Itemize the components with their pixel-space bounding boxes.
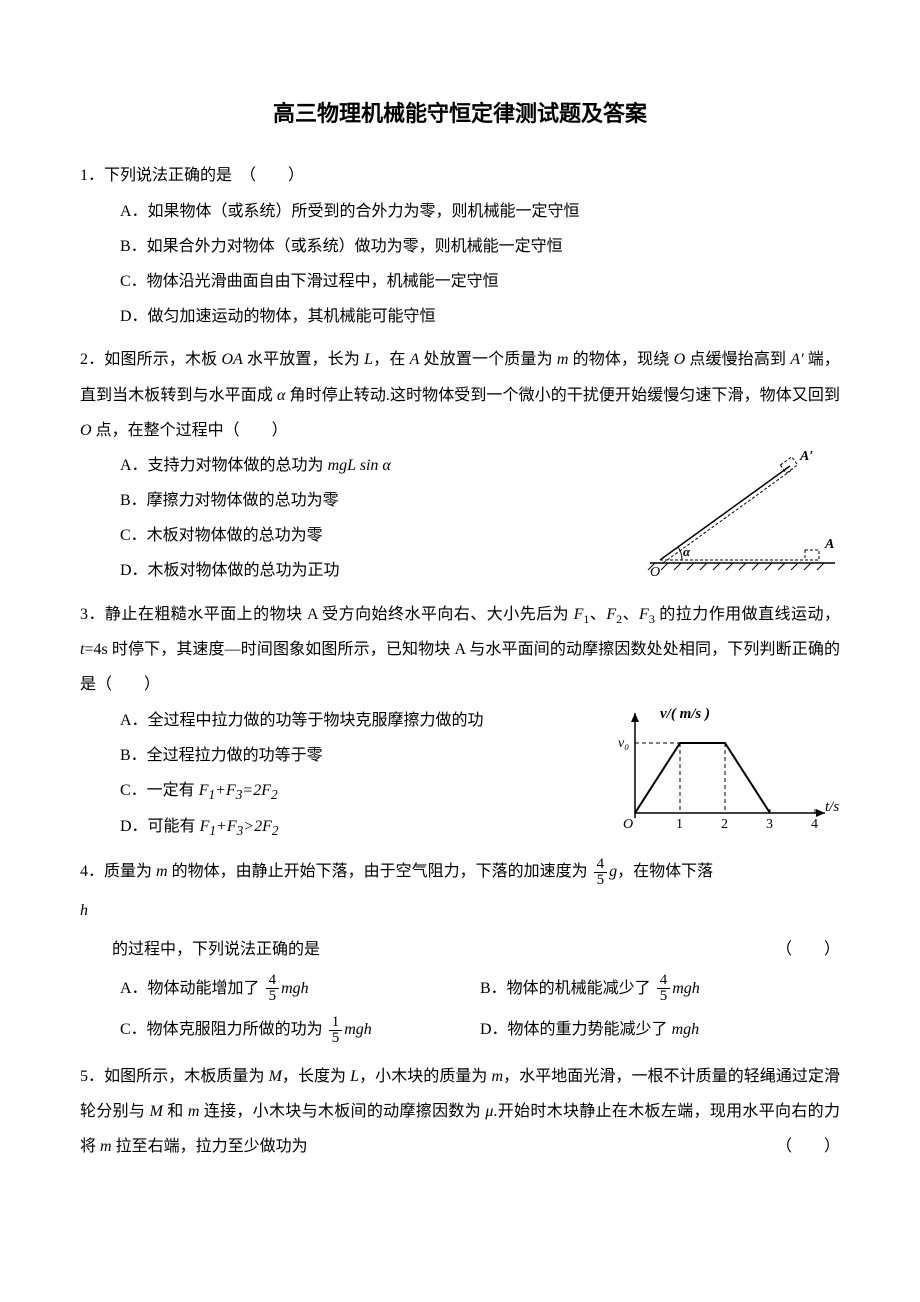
q4a-frac: 45 xyxy=(266,973,280,1004)
q4-s4: 的过程中，下列说法正确的是 xyxy=(80,932,320,967)
question-3: 3．静止在粗糙水平面上的物块 A 受方向始终水平向右、大小先后为 F1、F2、F… xyxy=(80,597,840,846)
q2-s5: 的物体，现绕 xyxy=(568,351,673,368)
question-4: 4．质量为 m 的物体，由静止开始下落，由于空气阻力，下落的加速度为 45g，在… xyxy=(80,854,840,1051)
q5-s3: ，小木块的质量为 xyxy=(359,1068,491,1085)
q2-o: O xyxy=(674,351,686,368)
q3-s3: 、 xyxy=(622,606,639,623)
q4c-frac: 15 xyxy=(329,1015,343,1046)
q4-option-a: A．物体动能增加了 45mgh xyxy=(120,968,480,1010)
q3c-pre: C．一定有 xyxy=(120,782,199,799)
q2a-math: mgL sin α xyxy=(328,457,391,474)
q2-stem: 2．如图所示，木板 OA 水平放置，长为 L，在 A 处放置一个质量为 m 的物… xyxy=(80,342,840,448)
q1-options: A．如果物体（或系统）所受到的合外力为零，则机械能一定守恒 B．如果合外力对物体… xyxy=(80,194,840,335)
svg-text:α: α xyxy=(683,544,691,559)
q5-s2: ，长度为 xyxy=(282,1068,350,1085)
q5-m: m xyxy=(492,1068,504,1085)
q4-s3: ，在物体下落 xyxy=(617,863,713,880)
q1-option-d: D．做匀加速运动的物体，其机械能可能守恒 xyxy=(120,299,840,334)
page-title: 高三物理机械能守恒定律测试题及答案 xyxy=(80,90,840,138)
q3-s2: 、 xyxy=(589,606,606,623)
q3-stem: 3．静止在粗糙水平面上的物块 A 受方向始终水平向右、大小先后为 F1、F2、F… xyxy=(80,597,840,703)
q5-m3: m xyxy=(100,1138,112,1155)
svg-text:A′: A′ xyxy=(799,449,813,464)
q4-paren: （ ） xyxy=(744,932,840,967)
q3-f3: F xyxy=(639,606,649,623)
q2-l: L xyxy=(364,351,373,368)
q3-s1: 3．静止在粗糙水平面上的物块 A 受方向始终水平向右、大小先后为 xyxy=(80,606,574,623)
q2-figure: A′ A O α xyxy=(640,448,840,578)
q5-s8: 拉至右端，拉力至少做功为 xyxy=(112,1138,308,1155)
svg-text:A: A xyxy=(824,537,834,552)
q3-f2: F xyxy=(606,606,616,623)
q4-stem4-row: 的过程中，下列说法正确的是 （ ） xyxy=(80,932,840,967)
q4-stem: 4．质量为 m 的物体，由静止开始下落，由于空气阻力，下落的加速度为 45g，在… xyxy=(80,854,840,889)
svg-text:1: 1 xyxy=(676,817,683,832)
q2-oa: OA xyxy=(221,351,242,368)
svg-text:O: O xyxy=(650,565,660,578)
q3-figure: v/( m/s ) t/s v₀ O 1 2 3 4 xyxy=(610,703,840,833)
q1-option-a: A．如果物体（或系统）所受到的合外力为零，则机械能一定守恒 xyxy=(120,194,840,229)
q4-g: g xyxy=(609,863,617,880)
svg-text:4: 4 xyxy=(811,817,818,832)
q2-o2: O xyxy=(80,422,92,439)
q5-M2: M xyxy=(150,1103,163,1120)
q2-ap: A′ xyxy=(790,351,803,368)
q4-option-d: D．物体的重力势能减少了 mgh xyxy=(480,1009,840,1051)
question-1: 1．下列说法正确的是 （ ） A．如果物体（或系统）所受到的合外力为零，则机械能… xyxy=(80,158,840,334)
q5-s6: 连接，小木块与木板间的动摩擦因数为 xyxy=(199,1103,485,1120)
q5-s5: 和 xyxy=(163,1103,188,1120)
q4-options: A．物体动能增加了 45mgh B．物体的机械能减少了 45mgh C．物体克服… xyxy=(80,968,840,1051)
svg-text:2: 2 xyxy=(721,817,728,832)
q4d-math: mgh xyxy=(672,1021,700,1038)
q2-s4: 处放置一个质量为 xyxy=(419,351,556,368)
q5-paren: （ ） xyxy=(776,1129,840,1164)
q4-option-b: B．物体的机械能减少了 45mgh xyxy=(480,968,840,1010)
q2-s1: 2．如图所示，木板 xyxy=(80,351,221,368)
q2-s3: ，在 xyxy=(373,351,410,368)
q5-L: L xyxy=(350,1068,359,1085)
svg-text:3: 3 xyxy=(766,817,773,832)
question-5: 5．如图所示，木板质量为 M，长度为 L，小木块的质量为 m，水平地面光滑，一根… xyxy=(80,1059,840,1165)
q2-s8: 角时停止转动.这时物体受到一个微小的干扰便开始缓慢匀速下滑，物体又回到 xyxy=(285,387,840,404)
q4b-math: mgh xyxy=(672,980,700,997)
q5-m2: m xyxy=(188,1103,200,1120)
q4-m: m xyxy=(156,863,168,880)
q3-s4: 的拉力作用做直线运动， xyxy=(655,606,840,623)
q4-h: h xyxy=(80,893,840,928)
q3c-math: F1+F3=2F2 xyxy=(199,782,278,799)
q1-option-b: B．如果合外力对物体（或系统）做功为零，则机械能一定守恒 xyxy=(120,229,840,264)
q5-s1: 5．如图所示，木板质量为 xyxy=(80,1068,269,1085)
q2-m: m xyxy=(557,351,569,368)
q4c-math: mgh xyxy=(344,1021,372,1038)
q4d-pre: D．物体的重力势能减少了 xyxy=(480,1021,672,1038)
q5-M: M xyxy=(269,1068,282,1085)
q1-option-c: C．物体沿光滑曲面自由下滑过程中，机械能一定守恒 xyxy=(120,264,840,299)
q4c-pre: C．物体克服阻力所做的功为 xyxy=(120,1021,327,1038)
q3d-math: F1+F3>2F2 xyxy=(200,818,279,835)
q3-s5: =4s 时停下，其速度—时间图象如图所示，已知物块 A 与水平面间的动摩擦因数处… xyxy=(80,641,840,693)
q4-option-c: C．物体克服阻力所做的功为 15mgh xyxy=(120,1009,480,1051)
q2-s2: 水平放置，长为 xyxy=(243,351,364,368)
q1-stem: 1．下列说法正确的是 （ ） xyxy=(80,158,840,193)
q4b-pre: B．物体的机械能减少了 xyxy=(480,980,655,997)
q4a-pre: A．物体动能增加了 xyxy=(120,980,264,997)
q2-s6: 点缓慢抬高到 xyxy=(685,351,790,368)
svg-text:O: O xyxy=(623,817,633,832)
q2-s9: 点，在整个过程中（ ） xyxy=(92,422,288,439)
q4-s2: 的物体，由静止开始下落，由于空气阻力，下落的加速度为 xyxy=(168,863,592,880)
svg-text:t/s: t/s xyxy=(825,799,839,815)
q3d-pre: D．可能有 xyxy=(120,818,200,835)
q2a-pre: A．支持力对物体做的总功为 xyxy=(120,457,328,474)
q4-s1: 4．质量为 xyxy=(80,863,156,880)
svg-text:v₀: v₀ xyxy=(618,736,629,751)
question-2: 2．如图所示，木板 OA 水平放置，长为 L，在 A 处放置一个质量为 m 的物… xyxy=(80,342,840,588)
svg-text:v/( m/s ): v/( m/s ) xyxy=(660,706,710,722)
q4a-math: mgh xyxy=(281,980,309,997)
q4b-frac: 45 xyxy=(657,973,671,1004)
q5-stem: 5．如图所示，木板质量为 M，长度为 L，小木块的质量为 m，水平地面光滑，一根… xyxy=(80,1059,840,1165)
q4-frac-g: 45 xyxy=(594,857,608,888)
q3-f1: F xyxy=(574,606,584,623)
q2-a: A xyxy=(410,351,420,368)
